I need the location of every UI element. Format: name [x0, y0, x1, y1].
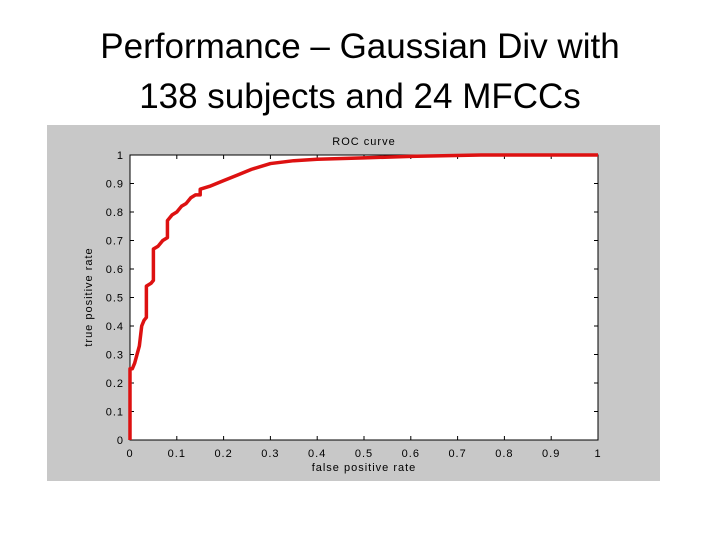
x-tick-label: 0	[126, 448, 133, 460]
y-tick-label: 0.5	[106, 293, 124, 305]
x-tick-label: 0.8	[495, 448, 513, 460]
y-tick-label: 0.2	[106, 378, 124, 390]
x-tick-label: 0.6	[402, 448, 420, 460]
y-axis-label: true positive rate	[83, 247, 95, 346]
y-tick-label: 0.6	[106, 264, 124, 276]
plot-area	[129, 154, 599, 441]
x-tick-label: 0.1	[168, 448, 186, 460]
x-tick-label: 0.4	[308, 448, 326, 460]
roc-line	[128, 153, 598, 440]
y-tick-label: 0.3	[106, 350, 124, 362]
y-tick-label: 1	[117, 150, 124, 162]
x-tick-label: 0.5	[355, 448, 373, 460]
y-tick-label: 0	[117, 435, 124, 447]
y-tick-label: 0.7	[106, 236, 124, 248]
x-tick-label: 0.7	[448, 448, 466, 460]
x-tick-label: 0.2	[214, 448, 232, 460]
slide-title: Performance – Gaussian Div with	[100, 27, 619, 66]
y-tick-label: 0.8	[106, 207, 124, 219]
x-axis-label: false positive rate	[312, 462, 417, 474]
x-tick-label: 0.9	[542, 448, 560, 460]
x-tick-label: 0.3	[261, 448, 279, 460]
y-tick-label: 0.4	[106, 321, 124, 333]
y-tick-label: 0.9	[106, 179, 124, 191]
slide-title: 138 subjects and 24 MFCCs	[139, 77, 581, 116]
x-tick-label: 1	[594, 448, 601, 460]
y-tick-label: 0.1	[106, 407, 124, 419]
chart-title: ROC curve	[332, 136, 395, 148]
